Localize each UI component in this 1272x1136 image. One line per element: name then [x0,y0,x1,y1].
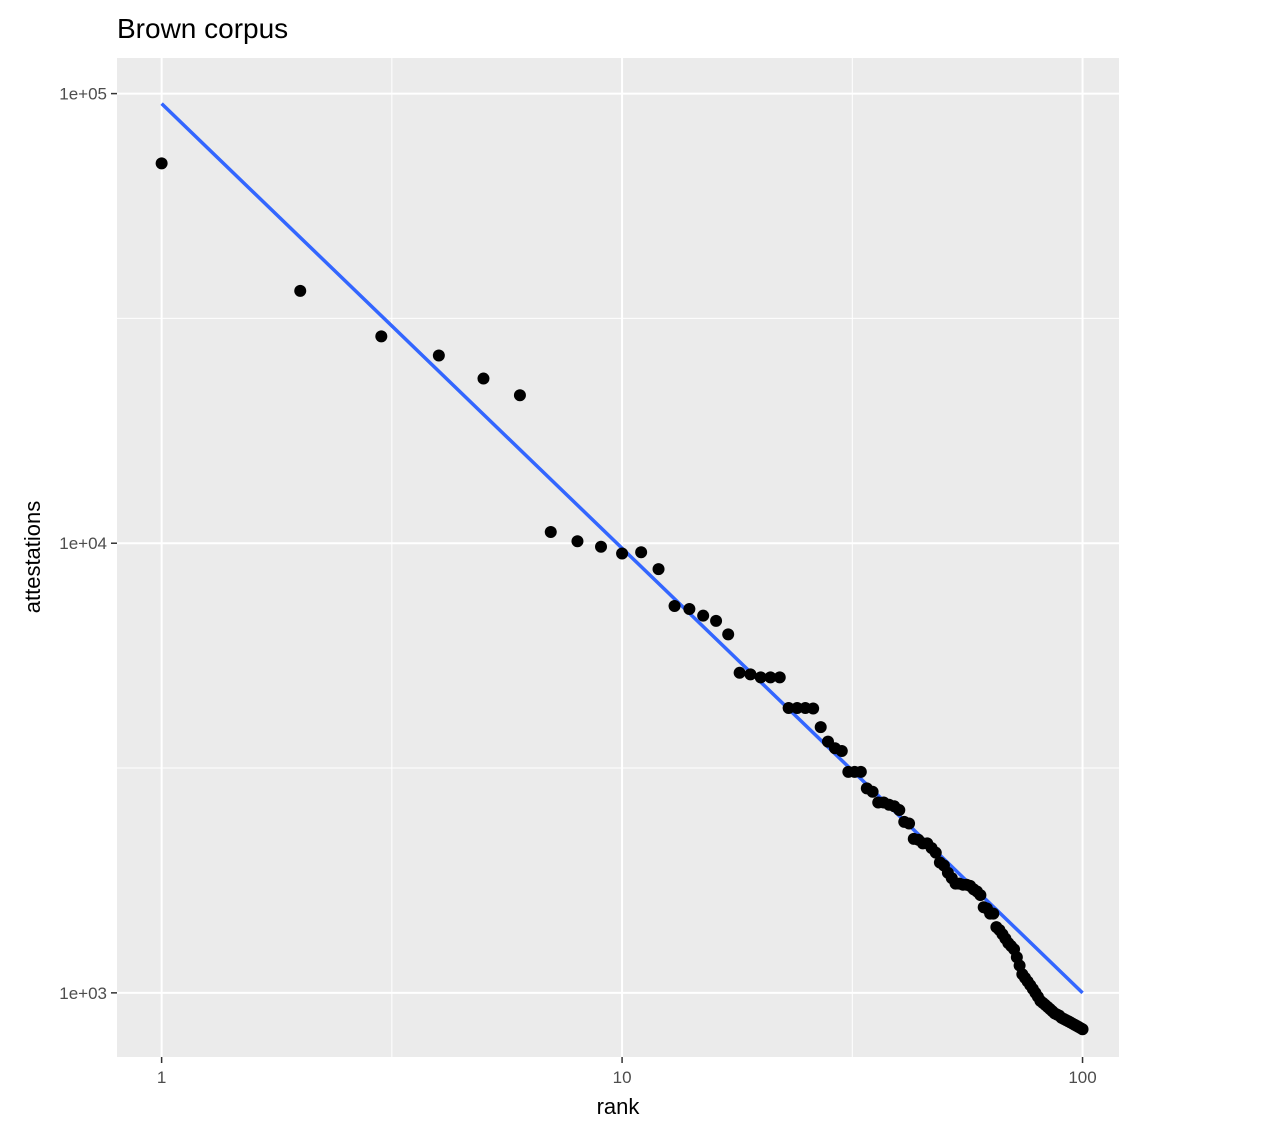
y-tick-label: 1e+03 [59,984,107,1003]
data-point [764,671,777,684]
data-point [616,547,629,560]
data-point [744,668,757,681]
data-point [710,614,723,627]
data-point [668,600,681,613]
data-point [722,628,735,641]
data-point [513,389,526,402]
x-axis-title: rank [597,1094,641,1119]
data-point [595,540,608,553]
x-tick-label: 1 [157,1068,166,1087]
y-tick-label: 1e+05 [59,85,107,104]
data-point [544,526,557,539]
data-point [635,546,648,559]
x-tick-label: 100 [1068,1068,1096,1087]
data-point [893,804,906,817]
data-point [571,535,584,548]
data-point [697,609,710,622]
data-point [782,702,795,715]
chart-title: Brown corpus [117,13,288,44]
x-tick-label: 10 [613,1068,632,1087]
data-point [652,563,665,576]
data-point [773,671,786,684]
data-point [754,671,767,684]
data-point [903,817,916,830]
data-point [1076,1023,1089,1036]
data-point [155,157,168,170]
data-point [375,330,388,343]
data-point [477,372,490,385]
data-point [835,745,848,758]
data-point [432,349,445,362]
data-point [733,666,746,679]
data-point [929,846,942,859]
data-point [987,907,1000,920]
y-axis: 1e+03 1e+04 1e+05 [59,85,117,1003]
minor-gridlines [117,58,1119,1057]
data-point [294,284,307,297]
data-point [854,765,867,778]
data-point [807,702,820,715]
data-point [974,889,987,902]
y-tick-label: 1e+04 [59,534,107,553]
x-axis: 1 10 100 [157,1057,1097,1087]
data-point [683,603,696,616]
y-axis-title: attestations [20,501,45,614]
points-layer [155,157,1089,1036]
data-point [866,785,879,798]
data-point [814,721,827,734]
